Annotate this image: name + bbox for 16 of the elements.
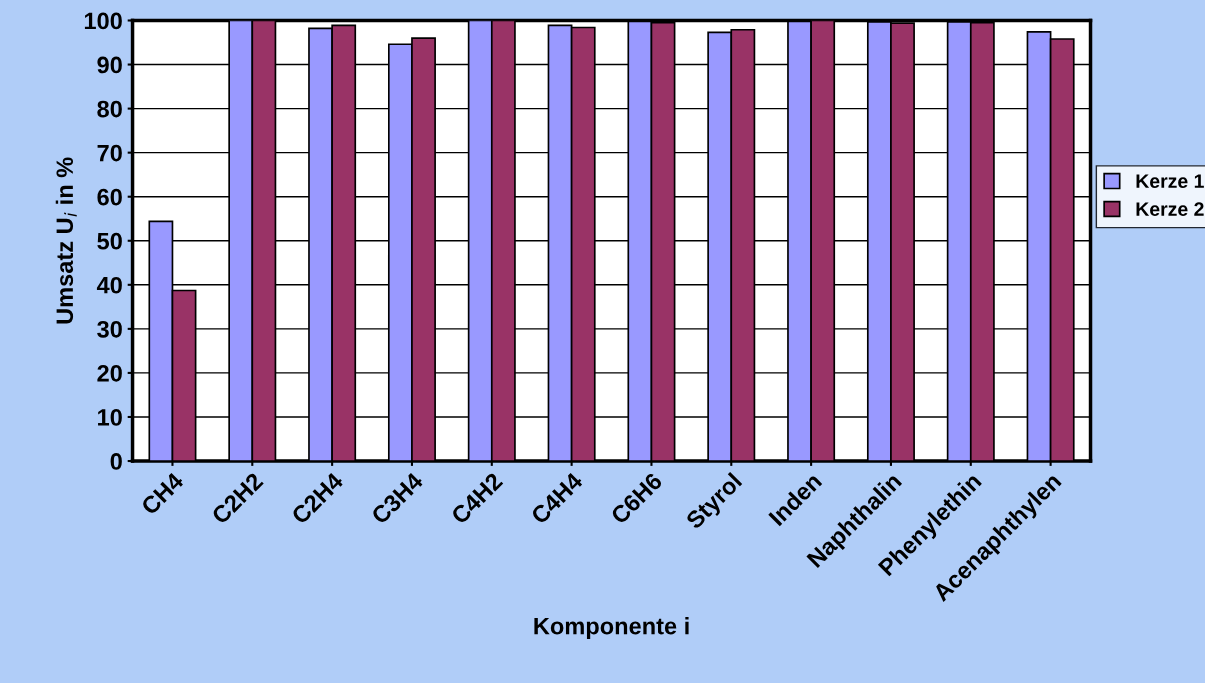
y-tick-label: 70 xyxy=(97,144,122,162)
y-tick-label: 20 xyxy=(97,364,122,382)
x-tick-label: CH4 xyxy=(140,471,185,516)
legend-label: Kerze 2 xyxy=(1136,202,1204,216)
y-axis-title: Umsatz U$_{i}$ in % xyxy=(55,157,77,324)
y-tick-label: 90 xyxy=(97,56,122,74)
y-tick-label: 10 xyxy=(98,409,122,426)
y-tick-label: 40 xyxy=(96,276,122,294)
y-tick-label: 30 xyxy=(97,320,122,338)
y-tick-label: 60 xyxy=(97,188,122,206)
y-tick-label: 0 xyxy=(110,453,122,470)
y-tick-label: 100 xyxy=(84,12,122,30)
y-tick-label: 80 xyxy=(97,100,122,118)
y-tick-label: 50 xyxy=(97,232,122,250)
x-axis-title: Komponente i xyxy=(534,617,689,640)
legend-label: Kerze 1 xyxy=(1136,174,1204,188)
